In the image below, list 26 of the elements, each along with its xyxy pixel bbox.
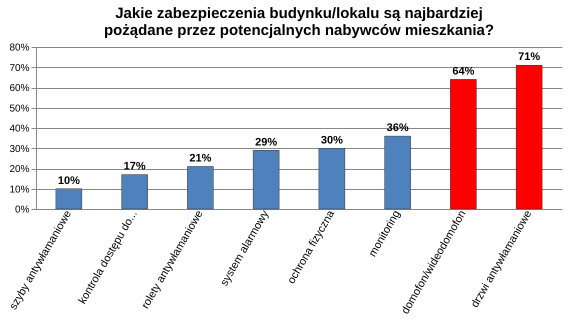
y-tick-label: 10% xyxy=(9,184,30,196)
bar xyxy=(252,150,280,210)
data-label: 36% xyxy=(386,122,409,134)
data-label: 10% xyxy=(58,174,80,187)
data-label: 64% xyxy=(452,65,475,78)
bar xyxy=(56,188,82,210)
bar xyxy=(516,64,542,210)
chart-title: Jakie zabezpieczenia budynku/lokalu są najbardziej pożądane przez potencjalnych nabywców mieszkania? xyxy=(104,5,494,39)
y-tick-label: 40% xyxy=(9,124,30,134)
data-label: 17% xyxy=(124,160,146,173)
y-tick-label: 0% xyxy=(15,204,30,216)
bar xyxy=(384,136,411,210)
bar xyxy=(187,166,214,210)
bar xyxy=(121,174,148,210)
y-tick-label: 70% xyxy=(9,62,30,74)
y-tick-label: 80% xyxy=(9,42,30,54)
y-tick-label: 60% xyxy=(9,83,30,94)
y-tick-label: 50% xyxy=(9,103,30,114)
data-label: 21% xyxy=(189,152,212,164)
y-tick-label: 20% xyxy=(9,164,30,175)
bar xyxy=(318,148,346,210)
data-label: 30% xyxy=(320,134,344,146)
y-tick-label: 30% xyxy=(9,144,30,155)
bar xyxy=(450,79,477,210)
data-label: 71% xyxy=(518,51,540,64)
data-label: 29% xyxy=(255,136,278,148)
